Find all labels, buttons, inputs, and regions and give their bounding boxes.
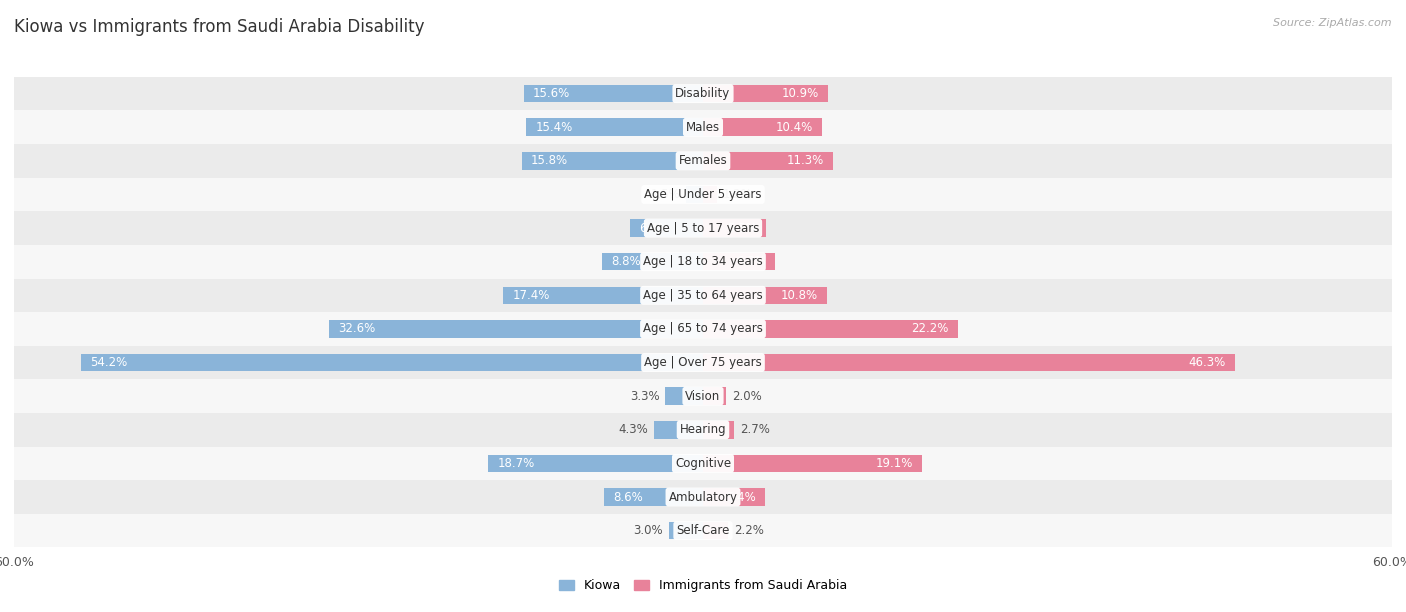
Text: 8.6%: 8.6% [613, 490, 643, 504]
Bar [14, 211, 1392, 245]
Bar [703, 185, 717, 203]
Legend: Kiowa, Immigrants from Saudi Arabia: Kiowa, Immigrants from Saudi Arabia [554, 574, 852, 597]
Bar [703, 421, 734, 439]
Text: 19.1%: 19.1% [876, 457, 912, 470]
Text: 1.5%: 1.5% [651, 188, 681, 201]
Text: Ambulatory: Ambulatory [668, 490, 738, 504]
Text: Kiowa vs Immigrants from Saudi Arabia Disability: Kiowa vs Immigrants from Saudi Arabia Di… [14, 18, 425, 36]
Bar [80, 354, 703, 371]
Bar [14, 480, 1392, 514]
Text: Source: ZipAtlas.com: Source: ZipAtlas.com [1274, 18, 1392, 28]
Text: 22.2%: 22.2% [911, 323, 949, 335]
Text: Age | 18 to 34 years: Age | 18 to 34 years [643, 255, 763, 268]
Text: Cognitive: Cognitive [675, 457, 731, 470]
Text: 32.6%: 32.6% [337, 323, 375, 335]
Bar [703, 522, 728, 539]
Bar [14, 76, 1392, 110]
Text: 17.4%: 17.4% [512, 289, 550, 302]
Bar [665, 387, 703, 405]
Bar [703, 488, 765, 506]
Text: 1.2%: 1.2% [723, 188, 752, 201]
Bar [669, 522, 703, 539]
Text: 11.3%: 11.3% [786, 154, 824, 167]
Text: Age | Over 75 years: Age | Over 75 years [644, 356, 762, 369]
Bar [703, 119, 823, 136]
Bar [14, 110, 1392, 144]
Text: 5.5%: 5.5% [727, 222, 756, 234]
Bar [703, 152, 832, 170]
Text: 3.3%: 3.3% [630, 390, 659, 403]
Bar [703, 455, 922, 472]
Bar [630, 219, 703, 237]
Text: Hearing: Hearing [679, 424, 727, 436]
Bar [524, 85, 703, 102]
Bar [526, 119, 703, 136]
Bar [703, 253, 775, 271]
Text: Disability: Disability [675, 87, 731, 100]
Bar [703, 85, 828, 102]
Text: 2.7%: 2.7% [740, 424, 769, 436]
Bar [654, 421, 703, 439]
Text: Age | 35 to 64 years: Age | 35 to 64 years [643, 289, 763, 302]
Text: 15.4%: 15.4% [536, 121, 572, 134]
Text: 46.3%: 46.3% [1188, 356, 1226, 369]
Text: Males: Males [686, 121, 720, 134]
Bar [329, 320, 703, 338]
Bar [14, 177, 1392, 211]
Text: Age | Under 5 years: Age | Under 5 years [644, 188, 762, 201]
Bar [703, 286, 827, 304]
Bar [14, 413, 1392, 447]
Text: Vision: Vision [685, 390, 721, 403]
Bar [14, 379, 1392, 413]
Text: 10.4%: 10.4% [776, 121, 813, 134]
Bar [488, 455, 703, 472]
Bar [14, 278, 1392, 312]
Bar [14, 447, 1392, 480]
Text: 8.8%: 8.8% [612, 255, 641, 268]
Text: 54.2%: 54.2% [90, 356, 127, 369]
Text: 15.8%: 15.8% [531, 154, 568, 167]
Text: Age | 5 to 17 years: Age | 5 to 17 years [647, 222, 759, 234]
Bar [522, 152, 703, 170]
Text: 6.4%: 6.4% [638, 222, 669, 234]
Bar [14, 514, 1392, 548]
Text: 18.7%: 18.7% [498, 457, 534, 470]
Bar [703, 354, 1234, 371]
Bar [605, 488, 703, 506]
Text: 2.2%: 2.2% [734, 524, 763, 537]
Text: 15.6%: 15.6% [533, 87, 571, 100]
Bar [14, 346, 1392, 379]
Text: Females: Females [679, 154, 727, 167]
Bar [703, 387, 725, 405]
Text: 10.8%: 10.8% [780, 289, 818, 302]
Bar [14, 144, 1392, 177]
Text: 6.3%: 6.3% [737, 255, 766, 268]
Text: 10.9%: 10.9% [782, 87, 818, 100]
Bar [503, 286, 703, 304]
Text: 5.4%: 5.4% [725, 490, 756, 504]
Text: 2.0%: 2.0% [731, 390, 762, 403]
Text: 4.3%: 4.3% [619, 424, 648, 436]
Bar [703, 320, 957, 338]
Bar [602, 253, 703, 271]
Bar [686, 185, 703, 203]
Text: Self-Care: Self-Care [676, 524, 730, 537]
Bar [14, 312, 1392, 346]
Bar [703, 219, 766, 237]
Text: Age | 65 to 74 years: Age | 65 to 74 years [643, 323, 763, 335]
Text: 3.0%: 3.0% [633, 524, 662, 537]
Bar [14, 245, 1392, 278]
